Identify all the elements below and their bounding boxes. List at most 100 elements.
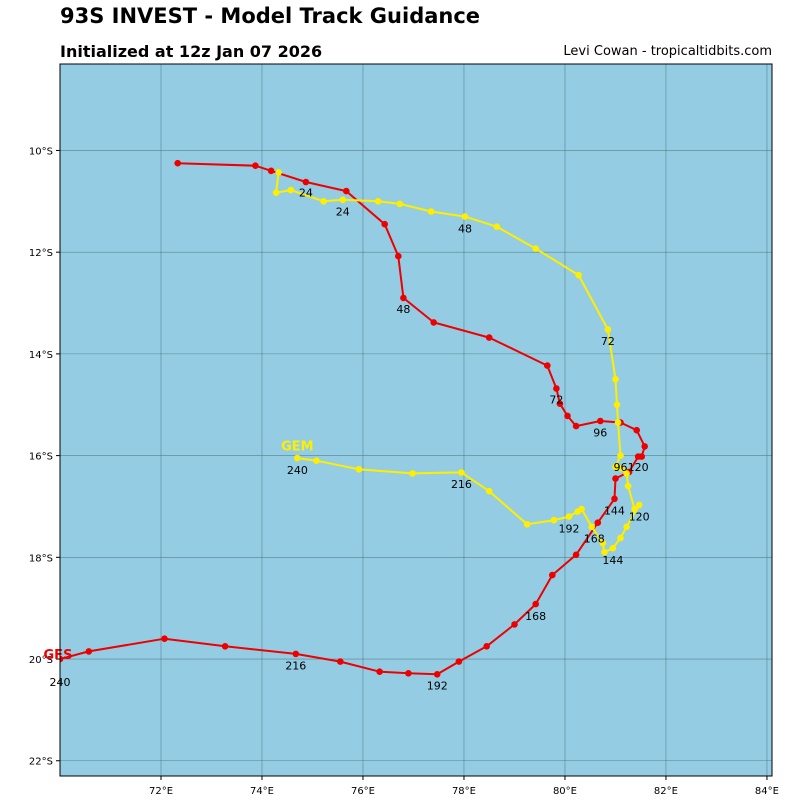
gfs-track-point [483,643,491,650]
gem-track-point [604,326,612,333]
gem-track-point [601,548,608,556]
gfs-track-point [405,670,412,677]
gem-hour-label: 192 [559,522,580,535]
gfs-hour-label: 120 [628,461,649,474]
gfs-hour-label: 24 [299,187,313,200]
gem-track-point [272,189,280,196]
gem-track-point [617,452,624,459]
gem-track-point [575,271,582,279]
gfs-track-point [553,385,560,392]
y-tick-label: 20°S [29,655,53,666]
gfs-track-point [564,412,571,420]
gem-track-point [623,470,630,477]
gem-track-point [609,544,617,552]
gfs-hour-label: 72 [549,394,563,407]
gfs-track-point [161,635,168,642]
y-tick-label: 14°S [29,350,53,361]
x-tick-label: 80°E [553,786,577,797]
gfs-track-point [337,658,344,665]
gem-track-point [550,516,558,524]
gfs-track-point [433,671,441,678]
gem-track-point [631,505,638,513]
gem-track-point [613,401,621,409]
gem-hour-label: 144 [602,554,623,567]
gem-hour-label: 72 [601,335,615,348]
gfs-track-point [556,400,564,408]
gem-track-point [617,534,624,542]
gfs-hour-label: 168 [525,610,546,623]
gem-track-point [612,376,619,383]
gfs-track-point [395,252,402,260]
gfs-track-point [376,668,383,675]
ocean-background [60,64,772,776]
gem-track-point [493,223,501,230]
gfs-track-point [267,167,275,175]
gfs-hour-label: 96 [593,427,607,440]
gfs-track-point [85,648,93,655]
map-frame [59,63,773,777]
y-tick-label: 18°S [29,553,53,564]
gem-hour-label: 216 [451,478,472,491]
x-tick-label: 84°E [755,786,779,797]
gem-hour-label: 96 [614,461,628,474]
gem-track-point [635,501,643,509]
gem-hour-label: 48 [458,222,472,235]
credit-text: Levi Cowan - tropicaltidbits.com [563,44,772,59]
gem-hour-label: 168 [584,532,605,545]
gem-track-group [272,169,643,556]
gfs-track-point [641,443,648,450]
gfs-track-point [544,362,551,369]
gfs-track-point [611,495,618,503]
x-tick-label: 74°E [250,786,274,797]
gfs-track-point [381,220,389,228]
gfs-track-point [572,551,580,559]
gem-track-point [523,521,531,528]
y-tick-label: 12°S [29,248,53,259]
x-tick-label: 78°E [452,786,476,797]
y-tick-label: 22°S [29,757,53,768]
y-tick-label: 16°S [29,452,53,463]
x-tick-label: 72°E [149,786,173,797]
gem-track-point [461,213,469,220]
gem-track-point [618,465,625,472]
gem-track-point [588,523,595,531]
gem-track-point [320,198,327,205]
gfs-track-point [430,319,438,326]
map-title: 93S INVEST - Model Track Guidance [60,4,481,28]
gem-track-point [614,419,622,426]
gfs-hour-label: 192 [427,679,448,692]
gfs-track-point [485,334,493,341]
gem-track-point [532,245,539,252]
gfs-hour-label: 48 [396,303,410,316]
gfs-track-group [60,159,648,678]
gem-track-point [409,470,416,477]
x-tick-label: 82°E [654,786,678,797]
gfs-track-point [343,187,350,195]
gem-track-point [623,523,630,531]
gem-track-point [612,463,619,471]
gfs-track-point [633,426,640,434]
gem-track-point [574,508,581,515]
gem-track-point [458,469,465,476]
gem-track-point [565,513,573,520]
gem-track-point [427,208,435,215]
gem-track-point [355,466,363,473]
gem-track-point [313,457,320,465]
gfs-track-point [60,655,64,663]
gfs-track-point [612,475,619,482]
initialization-time: Initialized at 12z Jan 07 2026 [60,42,323,61]
gem-track-point [624,482,632,490]
gfs-track-point [572,422,580,430]
gfs-hour-label: 216 [285,660,306,673]
gem-track-point [294,454,301,462]
gem-track-point [485,487,493,495]
gfs-track-point [221,643,229,650]
gfs-track-point [549,571,556,579]
gfs-track-point [597,417,604,425]
gem-track-point [287,186,295,194]
gem-model-label: GEM [281,439,314,454]
gem-track-point [339,196,347,204]
gfs-track-point [252,162,259,169]
gem-track-point [374,198,382,205]
